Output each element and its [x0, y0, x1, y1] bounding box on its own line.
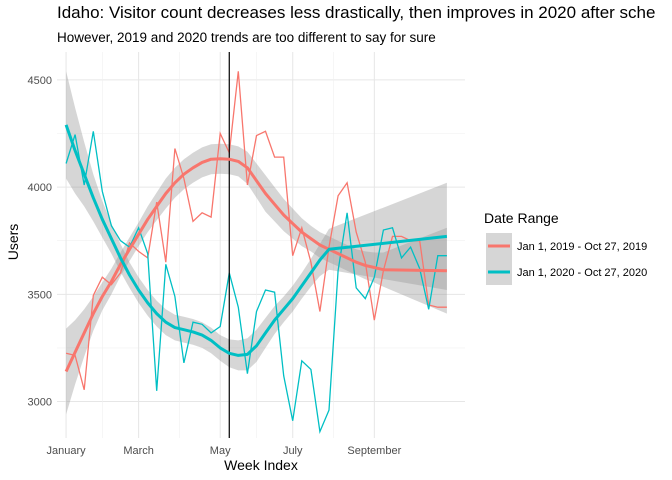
smooth-line	[64, 157, 447, 373]
y-tick-label: 3000	[28, 397, 52, 409]
y-tick-label: 3500	[28, 289, 52, 301]
legend-label: Jan 1, 2020 - Oct 27, 2020	[517, 267, 647, 279]
legend: Date Range Jan 1, 2019 - Oct 27, 2019 Jan…	[484, 210, 647, 285]
x-tick-label: May	[210, 445, 231, 457]
y-tick-label: 4000	[28, 182, 52, 194]
y-tick-label: 4500	[28, 75, 52, 87]
legend-item: Jan 1, 2019 - Oct 27, 2019	[486, 233, 647, 259]
x-tick-labels: January March May July September	[46, 445, 401, 457]
x-tick-label: January	[46, 445, 86, 457]
confidence-band	[66, 143, 447, 415]
legend-title: Date Range	[484, 210, 559, 226]
x-tick-label: September	[347, 445, 401, 457]
x-tick-label: March	[123, 445, 154, 457]
confidence-band	[66, 71, 447, 371]
smooth-line	[64, 124, 448, 357]
legend-item: Jan 1, 2020 - Oct 27, 2020	[486, 259, 647, 285]
x-axis-title: Week Index	[224, 457, 298, 473]
legend-label: Jan 1, 2019 - Oct 27, 2019	[517, 241, 647, 253]
chart-title: Idaho: Visitor count decreases less dras…	[57, 3, 655, 22]
smooth-lines	[64, 124, 448, 373]
confidence-bands	[66, 71, 447, 415]
y-tick-labels: 3000 3500 4000 4500	[28, 75, 52, 409]
x-tick-label: July	[283, 445, 303, 457]
y-axis-title: Users	[5, 224, 21, 261]
chart-subtitle: However, 2019 and 2020 trends are too di…	[57, 30, 436, 45]
